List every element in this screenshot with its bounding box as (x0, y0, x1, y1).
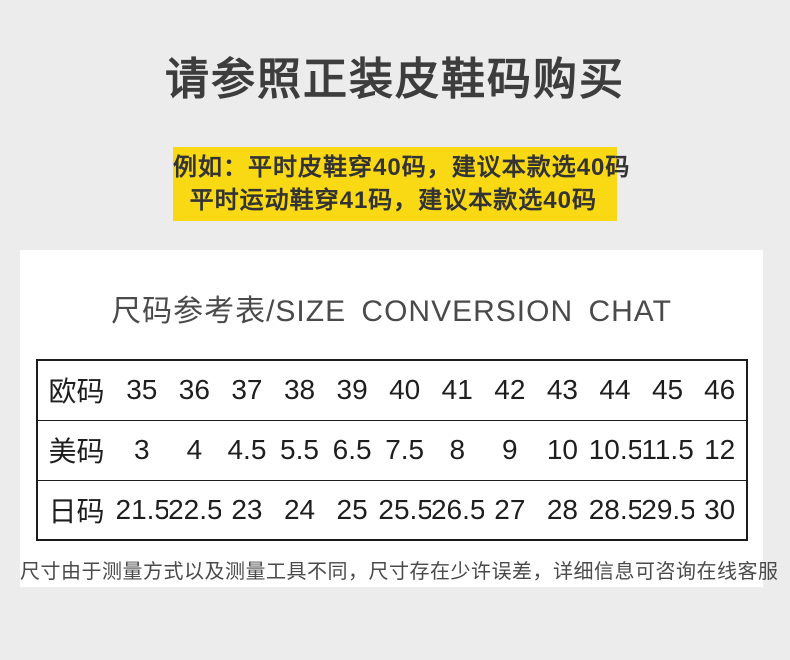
table-row: 欧码 35 36 37 38 39 40 41 42 43 44 45 46 (37, 360, 747, 420)
size-value-cell: 25.5 (378, 479, 431, 540)
size-value-cell: 38 (283, 374, 316, 406)
size-value-cell: 46 (704, 374, 736, 406)
size-value-cell: 37 (231, 374, 263, 406)
size-value-cell: 42 (494, 374, 526, 406)
example-line-2: 平时运动鞋穿41码，建议本款选40码 (189, 187, 597, 214)
size-value-cell: 23 (220, 479, 274, 540)
size-value-cell: 43 (546, 374, 578, 406)
size-value-cell: 6.5 (325, 419, 379, 480)
size-value-cell: 35 (126, 374, 158, 406)
size-value-cell: 3 (115, 419, 169, 480)
size-value-cell: 26.5 (430, 479, 484, 540)
size-value-cell: 22.5 (168, 479, 221, 540)
size-value-cell: 24 (273, 479, 326, 540)
size-value-cell: 40 (389, 374, 421, 406)
size-value-cell: 36 (178, 374, 210, 406)
size-value-cell: 4 (168, 419, 221, 480)
size-value-cell: 39 (336, 374, 368, 406)
example-box: 例如：平时皮鞋穿40码，建议本款选40码 平时运动鞋穿41码，建议本款选40码 (173, 147, 631, 221)
size-value-cell: 8 (430, 419, 484, 480)
size-value-cell: 12 (693, 419, 747, 480)
size-value-cell: 10.5 (588, 419, 642, 480)
size-value-cell: 29.5 (641, 479, 694, 540)
size-value-cell: 7.5 (378, 419, 431, 480)
row-label-cell: 欧码 (48, 376, 105, 408)
size-value-cell: 44 (599, 374, 631, 406)
page-title: 请参照正装皮鞋码购买 (165, 55, 625, 104)
size-conversion-table: 欧码 35 36 37 38 39 40 41 42 43 44 45 46 美码 3 4 4.5 5.5 6.5 7… (35, 359, 748, 541)
size-value-cell: 11.5 (641, 419, 694, 480)
size-value-cell: 21.5 (115, 479, 169, 540)
size-value-cell: 25 (325, 479, 379, 540)
size-value-cell: 41 (441, 374, 473, 406)
size-value-cell: 4.5 (220, 419, 274, 480)
size-value-cell: 5.5 (273, 419, 326, 480)
example-line-1: 例如：平时皮鞋穿40码，建议本款选40码 (173, 154, 631, 181)
size-chart-card: 尺码参考表/SIZE CONVERSION CHAT 欧码 35 36 37 38 39 4… (20, 250, 779, 587)
disclaimer-note: 尺寸由于测量方式以及测量工具不同，尺寸存在少许误差，详细信息可咨询在线客服 (20, 561, 779, 583)
size-value-cell: 28 (536, 479, 589, 540)
size-table-body: 欧码 35 36 37 38 39 40 41 42 43 44 45 46 美码 3 4 4.5 5.5 6.5 7… (36, 360, 747, 540)
size-value-cell: 27 (483, 479, 537, 540)
size-value-cell: 10 (536, 419, 589, 480)
size-chart-title: 尺码参考表/SIZE CONVERSION CHAT (111, 295, 672, 328)
size-value-cell: 30 (693, 479, 747, 540)
table-row: 日码 21.5 22.5 23 24 25 25.5 26.5 27 28 28.5 29.5 30 (36, 479, 747, 540)
size-value-cell: 45 (651, 374, 684, 406)
row-label-cell: 美码 (36, 419, 116, 480)
size-value-cell: 28.5 (588, 479, 642, 540)
size-value-cell: 9 (483, 419, 537, 480)
row-label-cell: 日码 (36, 479, 116, 540)
table-row: 美码 3 4 4.5 5.5 6.5 7.5 8 9 10 10.5 11.5 12 (36, 419, 747, 480)
